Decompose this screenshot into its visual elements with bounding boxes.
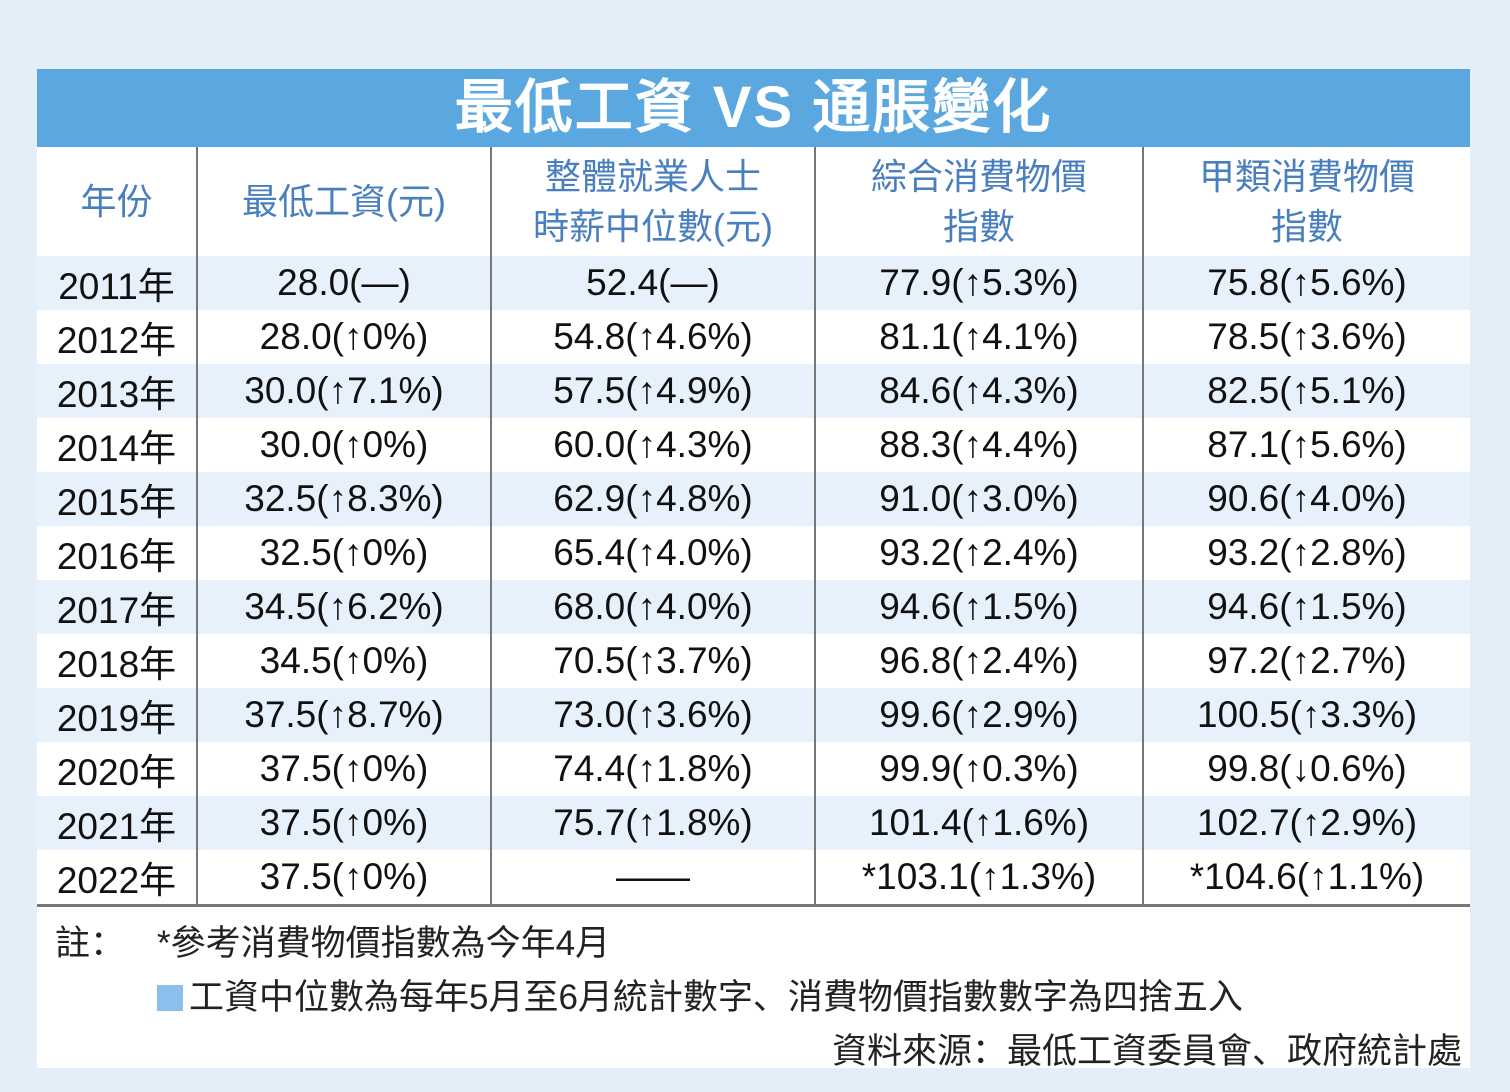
table-cell: 97.2(↑2.7%) <box>1142 634 1470 688</box>
table-cell: 52.4(—) <box>490 256 815 310</box>
table-row: 2011年 28.0(—) 52.4(—) 77.9(↑5.3%) 75.8(↑5.6%… <box>37 256 1470 310</box>
year-cell: 2014年 <box>56 428 177 469</box>
year-cell: 2020年 <box>56 752 177 793</box>
table-cell: 102.7(↑2.9%) <box>1142 796 1470 850</box>
table-cell: 75.7(↑1.8%) <box>490 796 815 850</box>
note-text-1: *參考消費物價指數為今年4月 <box>157 924 611 963</box>
note-label: 註： <box>55 924 126 963</box>
table-cell: 60.0(↑4.3%) <box>490 418 815 472</box>
table-row: 2015年 32.5(↑8.3%) 62.9(↑4.8%) 91.0(↑3.0%) 90… <box>37 472 1470 526</box>
table-cell: 65.4(↑4.0%) <box>490 526 815 580</box>
table-cell: 84.6(↑4.3%) <box>814 364 1143 418</box>
year-cell: 2015年 <box>37 472 197 526</box>
table-cell: 57.5(↑4.9%) <box>490 364 815 418</box>
table-cell: 91.0(↑3.0%) <box>814 472 1143 526</box>
table-cell: 37.5(↑8.7%) <box>196 688 491 742</box>
table-cell: 81.1(↑4.1%) <box>814 310 1143 364</box>
square-bullet-icon <box>157 985 183 1011</box>
year-cell: 2019年 <box>37 688 197 742</box>
note-text-2: 工資中位數為每年5月至6月統計數字、消費物價指數數字為四捨五入 <box>189 978 1243 1017</box>
table-cell: —— <box>490 850 815 907</box>
table-cell: 77.9(↑5.3%) <box>814 256 1143 310</box>
table-cell: 88.3(↑4.4%) <box>814 418 1143 472</box>
table-row: 2016年 32.5(↑0%) 65.4(↑4.0%) 93.2(↑2.4%) 93.2… <box>37 526 1470 580</box>
table-cell: 94.6(↑1.5%) <box>814 580 1143 634</box>
chart-title: 最低工資 VS 通脹變化 <box>37 69 1470 147</box>
table-cell: 70.5(↑3.7%) <box>490 634 815 688</box>
table-cell: 74.4(↑1.8%) <box>490 742 815 796</box>
year-cell: 2017年 <box>37 580 197 634</box>
table-cell: 30.0(↑7.1%) <box>196 364 491 418</box>
infographic-card: 最低工資 VS 通脹變化 年份 最低工資(元) 整體就業人士 時薪中位數(元) 綜合消… <box>37 69 1470 1071</box>
year-cell: 2016年 <box>56 536 177 577</box>
table-row: 2017年 34.5(↑6.2%) 68.0(↑4.0%) 94.6(↑1.5%) 94… <box>37 580 1470 634</box>
table-cell: 28.0(↑0%) <box>196 310 491 364</box>
year-cell: 2011年 <box>37 256 197 310</box>
table-cell: 34.5(↑6.2%) <box>196 580 491 634</box>
table-cell: 37.5(↑0%) <box>196 850 491 907</box>
table-cell: 32.5(↑0%) <box>196 526 491 580</box>
table-cell: 28.0(—) <box>196 256 491 310</box>
source-note: 資料來源：最低工資委員會、政府統計處 <box>831 1032 1462 1071</box>
table-row: 2021年 37.5(↑0%) 75.7(↑1.8%) 101.4(↑1.6%) 102… <box>37 796 1470 850</box>
table-cell: 93.2(↑2.4%) <box>814 526 1143 580</box>
table-cell: 75.8(↑5.6%) <box>1142 256 1470 310</box>
table-cell: 37.5(↑0%) <box>196 796 491 850</box>
table-row: 2019年 37.5(↑8.7%) 73.0(↑3.6%) 99.6(↑2.9%) 10… <box>37 688 1470 742</box>
data-table: 年份 最低工資(元) 整體就業人士 時薪中位數(元) 綜合消費物價 指數 甲類消費物價 … <box>37 147 1470 907</box>
table-cell: 99.9(↑0.3%) <box>814 742 1143 796</box>
table-cell: 78.5(↑3.6%) <box>1142 310 1470 364</box>
table-cell: *103.1(↑1.3%) <box>814 850 1143 907</box>
table-row: 2013年 30.0(↑7.1%) 57.5(↑4.9%) 84.6(↑4.3%) 82… <box>37 364 1470 418</box>
year-cell: 2013年 <box>37 364 197 418</box>
table-cell: 90.6(↑4.0%) <box>1142 472 1470 526</box>
column-header: 年份 <box>80 180 153 222</box>
year-cell: 2012年 <box>56 320 177 361</box>
table-cell: 82.5(↑5.1%) <box>1142 364 1470 418</box>
note-1: 註： *參考消費物價指數為今年4月 <box>55 915 610 966</box>
table-cell: 99.6(↑2.9%) <box>814 688 1143 742</box>
note-2: 工資中位數為每年5月至6月統計數字、消費物價指數數字為四捨五入 <box>157 969 1243 1020</box>
table-row: 2022年 37.5(↑0%) —— *103.1(↑1.3%) *104.6(↑1.1… <box>37 850 1470 907</box>
table-cell: 54.8(↑4.6%) <box>490 310 815 364</box>
year-cell: 2022年 <box>37 850 197 907</box>
table-cell: 62.9(↑4.8%) <box>490 472 815 526</box>
table-cell: 34.5(↑0%) <box>196 634 491 688</box>
table-cell: 73.0(↑3.6%) <box>490 688 815 742</box>
table-cell: 101.4(↑1.6%) <box>814 796 1143 850</box>
table-row: 2018年 34.5(↑0%) 70.5(↑3.7%) 96.8(↑2.4%) 97.2… <box>37 634 1470 688</box>
column-header: 最低工資(元) <box>196 147 491 256</box>
table-cell: 32.5(↑8.3%) <box>196 472 491 526</box>
table-cell: 68.0(↑4.0%) <box>490 580 815 634</box>
table-cell: 30.0(↑0%) <box>196 418 491 472</box>
column-header: 甲類消費物價 指數 <box>1142 147 1470 256</box>
column-header: 綜合消費物價 指數 <box>814 147 1143 256</box>
table-cell: 94.6(↑1.5%) <box>1142 580 1470 634</box>
table-cell: *104.6(↑1.1%) <box>1142 850 1470 907</box>
table-cell: 87.1(↑5.6%) <box>1142 418 1470 472</box>
table-cell: 93.2(↑2.8%) <box>1142 526 1470 580</box>
table-row: 2020年 37.5(↑0%) 74.4(↑1.8%) 99.9(↑0.3%) 99.8… <box>37 742 1470 796</box>
table-cell: 37.5(↑0%) <box>196 742 491 796</box>
table-cell: 99.8(↓0.6%) <box>1142 742 1470 796</box>
table-row: 2014年 30.0(↑0%) 60.0(↑4.3%) 88.3(↑4.4%) 87.1… <box>37 418 1470 472</box>
table-row: 2012年 28.0(↑0%) 54.8(↑4.6%) 81.1(↑4.1%) 78.5… <box>37 310 1470 364</box>
table-cell: 100.5(↑3.3%) <box>1142 688 1470 742</box>
table-cell: 96.8(↑2.4%) <box>814 634 1143 688</box>
year-cell: 2018年 <box>56 644 177 685</box>
column-header: 整體就業人士 時薪中位數(元) <box>490 147 815 256</box>
header-row: 年份 最低工資(元) 整體就業人士 時薪中位數(元) 綜合消費物價 指數 甲類消費物價 … <box>37 147 1470 256</box>
year-cell: 2021年 <box>37 796 197 850</box>
